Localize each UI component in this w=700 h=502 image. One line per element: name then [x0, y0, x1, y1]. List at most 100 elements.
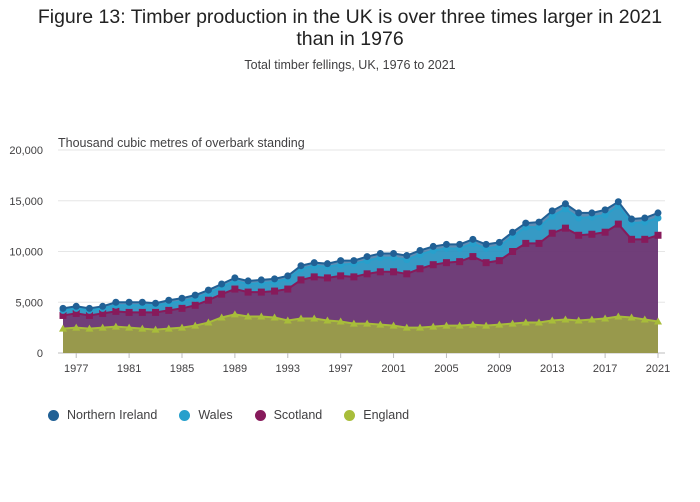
point-scotland-2005 [442, 259, 450, 267]
point-northern-ireland-1986 [191, 291, 199, 299]
point-scotland-2010 [509, 248, 517, 255]
point-england-1993 [283, 316, 292, 324]
point-northern-ireland-1978 [85, 304, 93, 312]
point-northern-ireland-1994 [297, 262, 305, 270]
point-england-2008 [482, 321, 491, 329]
point-northern-ireland-2012 [535, 218, 543, 226]
point-england-2015 [574, 316, 583, 324]
point-england-1987 [204, 318, 213, 326]
point-northern-ireland-2014 [561, 200, 569, 208]
point-northern-ireland-2006 [456, 240, 464, 248]
legend-item-northern-ireland[interactable]: Northern Ireland [48, 408, 157, 422]
legend-item-scotland[interactable]: Scotland [254, 408, 322, 422]
point-england-2007 [468, 320, 477, 328]
point-wales-2015 [575, 214, 583, 222]
point-scotland-1977 [72, 309, 80, 317]
legend-item-wales[interactable]: Wales [179, 408, 233, 422]
point-wales-2014 [561, 205, 569, 213]
legend-item-england[interactable]: England [344, 408, 409, 422]
point-england-1986 [191, 321, 200, 329]
point-england-2014 [561, 315, 570, 323]
point-england-2013 [548, 316, 557, 324]
point-england-2011 [521, 318, 530, 326]
x-tick-label-2001: 2001 [381, 363, 405, 375]
point-northern-ireland-1988 [218, 280, 226, 288]
x-tick-label-1985: 1985 [170, 363, 194, 375]
point-scotland-1986 [191, 301, 199, 309]
line-northern-ireland [62, 200, 659, 310]
point-scotland-2018 [614, 220, 622, 228]
point-scotland-2014 [561, 224, 569, 232]
point-northern-ireland-1984 [165, 296, 173, 304]
point-northern-ireland-1989 [231, 274, 239, 282]
point-scotland-2011 [522, 239, 530, 247]
point-england-2020 [640, 315, 649, 323]
point-scotland-2020 [641, 235, 649, 243]
point-northern-ireland-2017 [601, 206, 609, 214]
point-scotland-2003 [416, 265, 424, 273]
point-scotland-2013 [548, 229, 556, 237]
x-tick-label-2005: 2005 [434, 363, 458, 375]
legend-label-england: England [363, 408, 410, 422]
point-scotland-2012 [535, 239, 543, 247]
point-northern-ireland-1981 [125, 298, 133, 306]
point-northern-ireland-2021 [654, 209, 662, 217]
point-northern-ireland-1990 [244, 277, 252, 285]
point-scotland-1988 [218, 290, 226, 298]
point-northern-ireland-2005 [442, 240, 450, 248]
x-tick-label-2017: 2017 [593, 363, 617, 375]
legend-marker-scotland [254, 409, 266, 421]
point-scotland-1984 [165, 306, 173, 314]
point-scotland-1980 [112, 307, 120, 315]
point-northern-ireland-2009 [495, 238, 503, 246]
point-scotland-1990 [244, 288, 252, 296]
point-northern-ireland-1992 [271, 275, 279, 283]
point-northern-ireland-2000 [376, 250, 384, 258]
point-northern-ireland-1996 [323, 260, 331, 268]
point-england-1978 [85, 324, 94, 332]
point-england-2006 [455, 321, 464, 329]
point-scotland-2007 [469, 253, 477, 261]
point-england-1980 [111, 322, 120, 330]
legend-label-wales: Wales [198, 408, 233, 422]
point-northern-ireland-1995 [310, 259, 318, 267]
point-england-1977 [72, 323, 81, 331]
point-wales-2013 [548, 212, 556, 220]
point-england-1989 [230, 310, 239, 318]
line-wales [62, 204, 659, 312]
chart-title-line2: than in 1976 [296, 28, 404, 50]
point-scotland-1985 [178, 304, 186, 312]
point-england-1992 [270, 313, 279, 321]
point-scotland-1997 [337, 272, 345, 280]
point-scotland-1976 [59, 311, 67, 319]
point-northern-ireland-2019 [628, 215, 636, 223]
point-northern-ireland-2008 [482, 240, 490, 248]
point-england-1984 [164, 324, 173, 332]
point-northern-ireland-1982 [138, 298, 146, 306]
chart-title-line1: Figure 13: Timber production in the UK i… [37, 6, 663, 28]
point-scotland-2004 [429, 261, 437, 269]
point-england-1985 [178, 323, 186, 331]
point-england-2018 [614, 312, 623, 320]
point-northern-ireland-2015 [575, 209, 583, 217]
x-tick-label-1981: 1981 [117, 363, 141, 375]
point-england-1999 [363, 319, 372, 327]
point-northern-ireland-1999 [363, 253, 371, 261]
y-tick-label-15000: 15,000 [9, 196, 43, 208]
point-england-1976 [59, 324, 67, 332]
point-england-1983 [151, 325, 160, 333]
point-england-1979 [98, 323, 107, 331]
point-scotland-1989 [231, 285, 239, 293]
y-axis-label: Thousand cubic metres of overbark standi… [58, 136, 305, 150]
x-tick-label-1989: 1989 [223, 363, 247, 375]
point-scotland-1979 [99, 309, 107, 317]
point-northern-ireland-1998 [350, 257, 358, 265]
point-england-1981 [125, 323, 134, 331]
point-england-2001 [389, 321, 398, 329]
point-england-2002 [402, 323, 411, 331]
point-england-1982 [138, 324, 147, 332]
x-tick-label-1997: 1997 [328, 363, 352, 375]
point-england-2019 [627, 313, 636, 321]
y-tick-label-10000: 10,000 [9, 247, 43, 259]
